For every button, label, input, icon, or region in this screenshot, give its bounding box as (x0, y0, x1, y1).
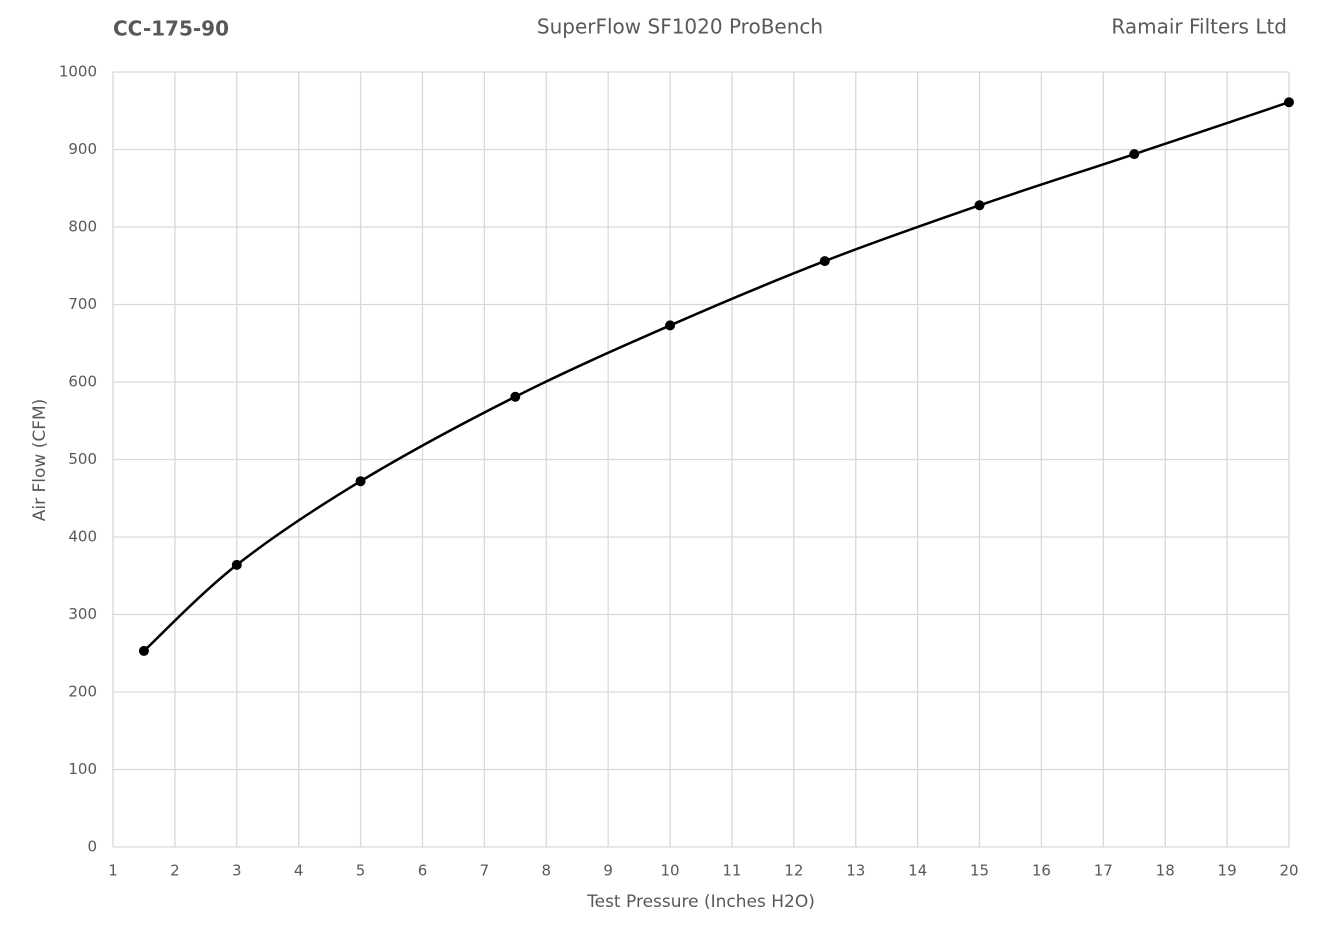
x-tick-label: 13 (846, 862, 865, 880)
y-tick-label: 500 (68, 450, 97, 468)
x-tick-label: 11 (722, 862, 741, 880)
x-tick-label: 18 (1156, 862, 1175, 880)
x-tick-label: 2 (170, 862, 180, 880)
data-point (819, 256, 830, 267)
y-tick-label: 300 (68, 605, 97, 623)
chart-title: SuperFlow SF1020 ProBench (537, 15, 823, 39)
x-tick-label: 16 (1032, 862, 1051, 880)
x-tick-label: 4 (294, 862, 304, 880)
x-tick-label: 8 (541, 862, 551, 880)
company: Ramair Filters Ltd (1111, 15, 1287, 39)
y-tick-label: 600 (68, 373, 97, 391)
data-point (231, 559, 242, 570)
part-number: CC-175-90 (113, 17, 229, 41)
data-point (1129, 149, 1140, 160)
data-point (1284, 97, 1294, 108)
x-tick-label: 17 (1094, 862, 1113, 880)
y-tick-label: 0 (87, 838, 97, 856)
y-tick-label: 1000 (59, 63, 97, 81)
x-tick-label: 19 (1218, 862, 1237, 880)
y-tick-label: 400 (68, 528, 97, 546)
x-tick-label: 12 (784, 862, 803, 880)
x-tick-label: 6 (418, 862, 428, 880)
x-tick-label: 20 (1279, 862, 1298, 880)
x-tick-label: 5 (356, 862, 366, 880)
data-point (138, 645, 149, 656)
x-tick-label: 1 (108, 862, 118, 880)
y-tick-label: 800 (68, 218, 97, 236)
x-tick-label: 14 (908, 862, 927, 880)
data-point (510, 391, 521, 402)
y-tick-label: 700 (68, 295, 97, 313)
data-point (355, 476, 366, 487)
x-axis-label: Test Pressure (Inches H2O) (586, 892, 815, 912)
y-tick-label: 200 (68, 683, 97, 701)
x-tick-label: 9 (603, 862, 613, 880)
data-point (665, 320, 676, 331)
x-tick-label: 15 (970, 862, 989, 880)
x-tick-label: 7 (480, 862, 490, 880)
x-tick-label: 10 (661, 862, 680, 880)
y-tick-label: 900 (68, 140, 97, 158)
series-line (143, 101, 1290, 652)
y-tick-label: 100 (68, 760, 97, 778)
y-axis-label: Air Flow (CFM) (30, 399, 50, 522)
data-point (974, 200, 985, 211)
x-tick-label: 3 (232, 862, 242, 880)
